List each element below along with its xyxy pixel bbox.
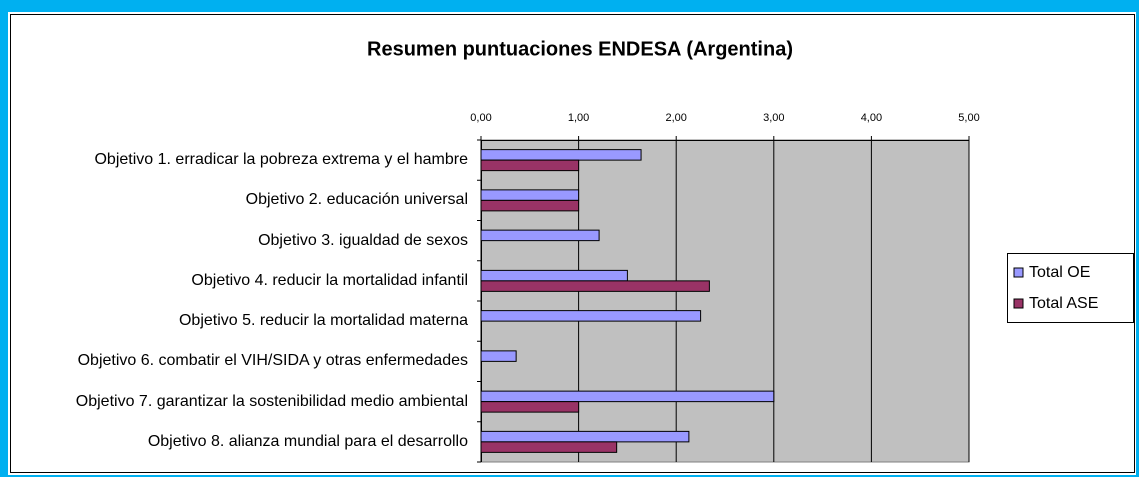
y-tick-label: Objetivo 1. erradicar la pobreza extrema… <box>94 151 468 169</box>
y-tick-label-box: Objetivo 6. combatir el VIH/SIDA y otras… <box>30 335 468 387</box>
bar <box>480 199 580 212</box>
y-tick-label: Objetivo 4. reducir la mortalidad infant… <box>191 271 468 289</box>
bar <box>480 189 580 201</box>
y-tick-label-box: Objetivo 2. educación universal <box>30 174 468 226</box>
legend-marker <box>1013 267 1024 278</box>
y-tick-label: Objetivo 6. combatir el VIH/SIDA y otras… <box>77 352 468 370</box>
y-tick-label: Objetivo 8. alianza mundial para el desa… <box>147 432 468 450</box>
x-tick-label: 0,00 <box>470 112 491 124</box>
legend-marker <box>1013 298 1024 309</box>
y-tick-label: Objetivo 3. igualdad de sexos <box>258 231 468 249</box>
bar <box>480 350 517 362</box>
y-tick-label-box: Objetivo 8. alianza mundial para el desa… <box>30 416 468 468</box>
bar <box>480 229 600 242</box>
x-tick-label: 5,00 <box>958 112 979 124</box>
x-tick-label: 1,00 <box>568 112 589 124</box>
y-tick-label-box: Objetivo 3. igualdad de sexos <box>30 215 468 267</box>
bar <box>480 430 690 443</box>
x-tick-label: 2,00 <box>665 112 686 124</box>
chart-border <box>10 14 1135 473</box>
legend-label: Total OE <box>1029 264 1090 281</box>
bar <box>480 390 775 403</box>
y-tick-label-box: Objetivo 5. reducir la mortalidad matern… <box>30 295 468 347</box>
y-tick-label: Objetivo 2. educación universal <box>245 191 468 209</box>
legend-box <box>1007 253 1134 323</box>
y-tick-label-box: Objetivo 7. garantizar la sostenibilidad… <box>30 376 468 428</box>
bar <box>480 280 710 292</box>
y-tick-label: Objetivo 5. reducir la mortalidad matern… <box>178 312 468 330</box>
legend-label: Total ASE <box>1029 295 1098 312</box>
chart-title: Resumen puntuaciones ENDESA (Argentina) <box>367 38 793 60</box>
x-tick-label: 3,00 <box>763 112 784 124</box>
bar <box>480 269 628 282</box>
bar <box>480 441 618 453</box>
bar <box>480 310 702 322</box>
y-tick-label: Objetivo 7. garantizar la sostenibilidad… <box>75 392 468 410</box>
x-tick-label: 4,00 <box>861 112 882 124</box>
bar <box>480 149 642 161</box>
bar <box>480 159 580 172</box>
bar <box>480 401 580 413</box>
y-tick-label-box: Objetivo 4. reducir la mortalidad infant… <box>30 255 468 307</box>
y-tick-label-box: Objetivo 1. erradicar la pobreza extrema… <box>30 134 468 186</box>
plot-area <box>480 139 970 463</box>
